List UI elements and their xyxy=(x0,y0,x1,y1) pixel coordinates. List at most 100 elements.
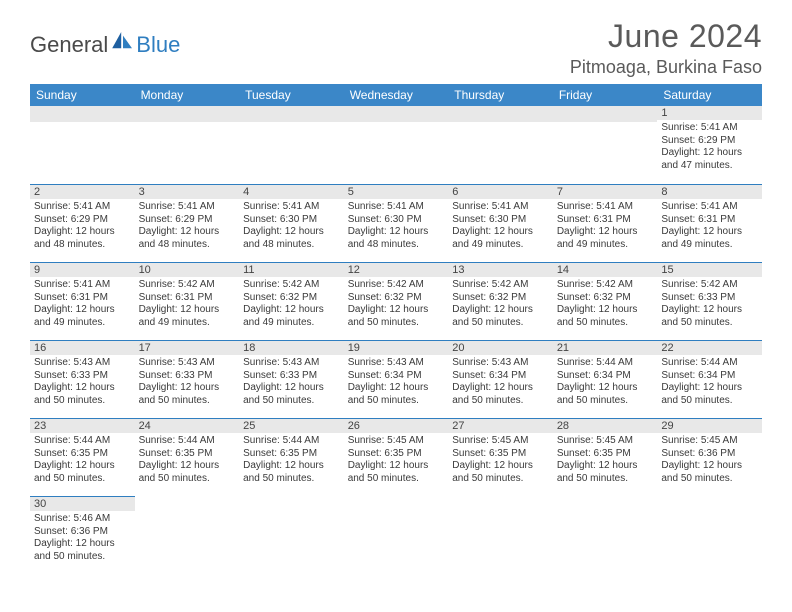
day-number: 25 xyxy=(239,418,344,433)
detail-sunset: Sunset: 6:33 PM xyxy=(34,370,131,383)
detail-sunset: Sunset: 6:35 PM xyxy=(243,448,340,461)
detail-sunrise: Sunrise: 5:43 AM xyxy=(348,357,445,370)
detail-day1: Daylight: 12 hours xyxy=(139,460,236,473)
detail-sunrise: Sunrise: 5:41 AM xyxy=(661,122,758,135)
detail-sunrise: Sunrise: 5:41 AM xyxy=(661,201,758,214)
detail-day2: and 50 minutes. xyxy=(34,395,131,408)
day-details: Sunrise: 5:41 AMSunset: 6:30 PMDaylight:… xyxy=(344,199,449,255)
day-details: Sunrise: 5:41 AMSunset: 6:29 PMDaylight:… xyxy=(30,199,135,255)
day-number: 26 xyxy=(344,418,449,433)
calendar-cell: 9Sunrise: 5:41 AMSunset: 6:31 PMDaylight… xyxy=(30,262,135,340)
day-number: 15 xyxy=(657,262,762,277)
calendar-cell: 26Sunrise: 5:45 AMSunset: 6:35 PMDayligh… xyxy=(344,418,449,496)
day-details: Sunrise: 5:44 AMSunset: 6:35 PMDaylight:… xyxy=(30,433,135,489)
day-number: 24 xyxy=(135,418,240,433)
logo-text-general: General xyxy=(30,32,108,58)
calendar-cell: 18Sunrise: 5:43 AMSunset: 6:33 PMDayligh… xyxy=(239,340,344,418)
detail-sunrise: Sunrise: 5:42 AM xyxy=(348,279,445,292)
detail-sunrise: Sunrise: 5:45 AM xyxy=(452,435,549,448)
detail-day2: and 50 minutes. xyxy=(557,473,654,486)
location: Pitmoaga, Burkina Faso xyxy=(570,57,762,78)
day-number: 9 xyxy=(30,262,135,277)
detail-sunset: Sunset: 6:36 PM xyxy=(661,448,758,461)
detail-sunrise: Sunrise: 5:42 AM xyxy=(243,279,340,292)
weekday-header: Tuesday xyxy=(239,84,344,106)
detail-sunset: Sunset: 6:32 PM xyxy=(348,292,445,305)
detail-day1: Daylight: 12 hours xyxy=(348,226,445,239)
calendar-cell xyxy=(239,106,344,184)
detail-sunrise: Sunrise: 5:44 AM xyxy=(557,357,654,370)
calendar-cell xyxy=(239,496,344,574)
day-details: Sunrise: 5:45 AMSunset: 6:36 PMDaylight:… xyxy=(657,433,762,489)
detail-sunrise: Sunrise: 5:42 AM xyxy=(661,279,758,292)
calendar-cell: 7Sunrise: 5:41 AMSunset: 6:31 PMDaylight… xyxy=(553,184,658,262)
detail-sunset: Sunset: 6:34 PM xyxy=(452,370,549,383)
detail-day2: and 50 minutes. xyxy=(243,473,340,486)
calendar-week-row: 2Sunrise: 5:41 AMSunset: 6:29 PMDaylight… xyxy=(30,184,762,262)
day-number: 11 xyxy=(239,262,344,277)
detail-day1: Daylight: 12 hours xyxy=(661,460,758,473)
day-number: 28 xyxy=(553,418,658,433)
detail-sunset: Sunset: 6:34 PM xyxy=(661,370,758,383)
weekday-header: Wednesday xyxy=(344,84,449,106)
detail-day1: Daylight: 12 hours xyxy=(661,382,758,395)
detail-sunrise: Sunrise: 5:43 AM xyxy=(452,357,549,370)
detail-day1: Daylight: 12 hours xyxy=(243,460,340,473)
calendar-cell: 30Sunrise: 5:46 AMSunset: 6:36 PMDayligh… xyxy=(30,496,135,574)
detail-day1: Daylight: 12 hours xyxy=(34,382,131,395)
calendar-cell: 29Sunrise: 5:45 AMSunset: 6:36 PMDayligh… xyxy=(657,418,762,496)
detail-day2: and 49 minutes. xyxy=(34,317,131,330)
detail-day2: and 50 minutes. xyxy=(452,473,549,486)
day-details: Sunrise: 5:41 AMSunset: 6:30 PMDaylight:… xyxy=(448,199,553,255)
day-details: Sunrise: 5:43 AMSunset: 6:34 PMDaylight:… xyxy=(344,355,449,411)
detail-sunrise: Sunrise: 5:44 AM xyxy=(34,435,131,448)
day-number: 27 xyxy=(448,418,553,433)
detail-day2: and 47 minutes. xyxy=(661,160,758,173)
detail-sunrise: Sunrise: 5:42 AM xyxy=(452,279,549,292)
day-details: Sunrise: 5:42 AMSunset: 6:32 PMDaylight:… xyxy=(344,277,449,333)
day-number: 14 xyxy=(553,262,658,277)
calendar-cell: 11Sunrise: 5:42 AMSunset: 6:32 PMDayligh… xyxy=(239,262,344,340)
day-details: Sunrise: 5:46 AMSunset: 6:36 PMDaylight:… xyxy=(30,511,135,567)
detail-sunrise: Sunrise: 5:43 AM xyxy=(139,357,236,370)
empty-day-bar xyxy=(239,106,344,122)
calendar-table: Sunday Monday Tuesday Wednesday Thursday… xyxy=(30,84,762,574)
day-details: Sunrise: 5:44 AMSunset: 6:34 PMDaylight:… xyxy=(657,355,762,411)
calendar-cell: 10Sunrise: 5:42 AMSunset: 6:31 PMDayligh… xyxy=(135,262,240,340)
day-details: Sunrise: 5:42 AMSunset: 6:32 PMDaylight:… xyxy=(553,277,658,333)
calendar-cell xyxy=(135,106,240,184)
day-number: 8 xyxy=(657,184,762,199)
day-number: 12 xyxy=(344,262,449,277)
empty-day-bar xyxy=(135,106,240,122)
detail-day2: and 50 minutes. xyxy=(661,473,758,486)
logo: General Blue xyxy=(30,18,180,58)
detail-sunrise: Sunrise: 5:43 AM xyxy=(34,357,131,370)
detail-day1: Daylight: 12 hours xyxy=(557,382,654,395)
calendar-cell: 21Sunrise: 5:44 AMSunset: 6:34 PMDayligh… xyxy=(553,340,658,418)
detail-sunset: Sunset: 6:35 PM xyxy=(452,448,549,461)
detail-sunset: Sunset: 6:35 PM xyxy=(348,448,445,461)
detail-sunset: Sunset: 6:34 PM xyxy=(557,370,654,383)
calendar-cell: 15Sunrise: 5:42 AMSunset: 6:33 PMDayligh… xyxy=(657,262,762,340)
detail-sunrise: Sunrise: 5:46 AM xyxy=(34,513,131,526)
detail-sunrise: Sunrise: 5:44 AM xyxy=(243,435,340,448)
day-details: Sunrise: 5:45 AMSunset: 6:35 PMDaylight:… xyxy=(448,433,553,489)
calendar-cell: 1Sunrise: 5:41 AMSunset: 6:29 PMDaylight… xyxy=(657,106,762,184)
detail-day1: Daylight: 12 hours xyxy=(243,382,340,395)
detail-sunset: Sunset: 6:33 PM xyxy=(243,370,340,383)
day-number: 16 xyxy=(30,340,135,355)
calendar-cell: 3Sunrise: 5:41 AMSunset: 6:29 PMDaylight… xyxy=(135,184,240,262)
detail-day1: Daylight: 12 hours xyxy=(348,304,445,317)
detail-day2: and 49 minutes. xyxy=(243,317,340,330)
calendar-cell: 22Sunrise: 5:44 AMSunset: 6:34 PMDayligh… xyxy=(657,340,762,418)
detail-day1: Daylight: 12 hours xyxy=(452,226,549,239)
detail-day2: and 49 minutes. xyxy=(452,239,549,252)
calendar-header-row: Sunday Monday Tuesday Wednesday Thursday… xyxy=(30,84,762,106)
logo-sail-icon xyxy=(112,32,134,50)
calendar-cell: 27Sunrise: 5:45 AMSunset: 6:35 PMDayligh… xyxy=(448,418,553,496)
detail-sunrise: Sunrise: 5:45 AM xyxy=(661,435,758,448)
detail-sunrise: Sunrise: 5:41 AM xyxy=(139,201,236,214)
day-details: Sunrise: 5:45 AMSunset: 6:35 PMDaylight:… xyxy=(344,433,449,489)
detail-day1: Daylight: 12 hours xyxy=(34,226,131,239)
detail-sunrise: Sunrise: 5:41 AM xyxy=(348,201,445,214)
